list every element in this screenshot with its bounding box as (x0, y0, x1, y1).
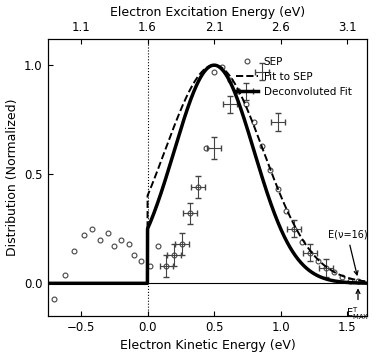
SEP (220, 65, 224, 69)
SEP (97, 237, 102, 242)
Fit to SEP (365, 279, 370, 284)
Fit to SEP (62, 281, 66, 285)
Fit to SEP (356, 278, 360, 282)
SEP (52, 296, 56, 301)
SEP (72, 248, 76, 253)
SEP (212, 69, 216, 74)
SEP (204, 146, 208, 150)
Deconvoluted Fit (45, 281, 50, 285)
SEP (260, 144, 264, 148)
SEP (172, 253, 176, 257)
SEP (112, 244, 117, 248)
Fit to SEP (45, 281, 50, 285)
Deconvoluted Fit (201, 71, 205, 76)
SEP (127, 242, 131, 246)
SEP (188, 211, 193, 216)
Deconvoluted Fit (365, 281, 370, 285)
SEP (228, 78, 232, 83)
Fit to SEP (201, 68, 205, 73)
SEP (316, 259, 320, 263)
SEP (308, 251, 312, 255)
Line: Deconvoluted Fit: Deconvoluted Fit (48, 65, 367, 283)
SEP (236, 89, 240, 93)
SEP (139, 259, 143, 263)
Fit to SEP (212, 63, 216, 67)
SEP (300, 240, 304, 244)
SEP (244, 102, 249, 107)
Legend: SEP, Fit to SEP, Deconvoluted Fit: SEP, Fit to SEP, Deconvoluted Fit (231, 53, 356, 101)
Line: Fit to SEP: Fit to SEP (48, 65, 367, 283)
SEP (356, 279, 360, 283)
Deconvoluted Fit (297, 259, 302, 263)
Fit to SEP (356, 278, 361, 282)
X-axis label: Electron Kinetic Energy (eV): Electron Kinetic Energy (eV) (120, 339, 295, 352)
SEP (180, 242, 184, 246)
Line: SEP: SEP (52, 65, 361, 301)
SEP (132, 253, 136, 257)
Deconvoluted Fit (62, 281, 66, 285)
SEP (292, 227, 296, 231)
SEP (164, 264, 168, 268)
SEP (252, 120, 256, 124)
SEP (276, 187, 280, 192)
SEP (118, 237, 123, 242)
SEP (196, 185, 200, 189)
SEP (63, 272, 67, 277)
SEP (332, 270, 336, 275)
Deconvoluted Fit (193, 88, 197, 92)
SEP (81, 233, 86, 237)
SEP (268, 168, 272, 172)
SEP (105, 231, 110, 235)
Deconvoluted Fit (212, 63, 216, 67)
SEP (340, 275, 344, 279)
SEP (284, 209, 288, 213)
Fit to SEP (193, 79, 197, 84)
Text: $\mathregular{E_{MAX}^{T}}$: $\mathregular{E_{MAX}^{T}}$ (346, 290, 370, 322)
SEP (156, 244, 161, 248)
SEP (348, 279, 352, 283)
Fit to SEP (297, 232, 302, 237)
Deconvoluted Fit (356, 281, 361, 285)
Deconvoluted Fit (356, 281, 360, 285)
SEP (148, 264, 152, 268)
Text: E(ν=16): E(ν=16) (327, 230, 367, 275)
X-axis label: Electron Excitation Energy (eV): Electron Excitation Energy (eV) (110, 6, 305, 19)
SEP (324, 266, 328, 270)
Y-axis label: Distribution (Normalized): Distribution (Normalized) (6, 99, 18, 256)
SEP (89, 227, 94, 231)
